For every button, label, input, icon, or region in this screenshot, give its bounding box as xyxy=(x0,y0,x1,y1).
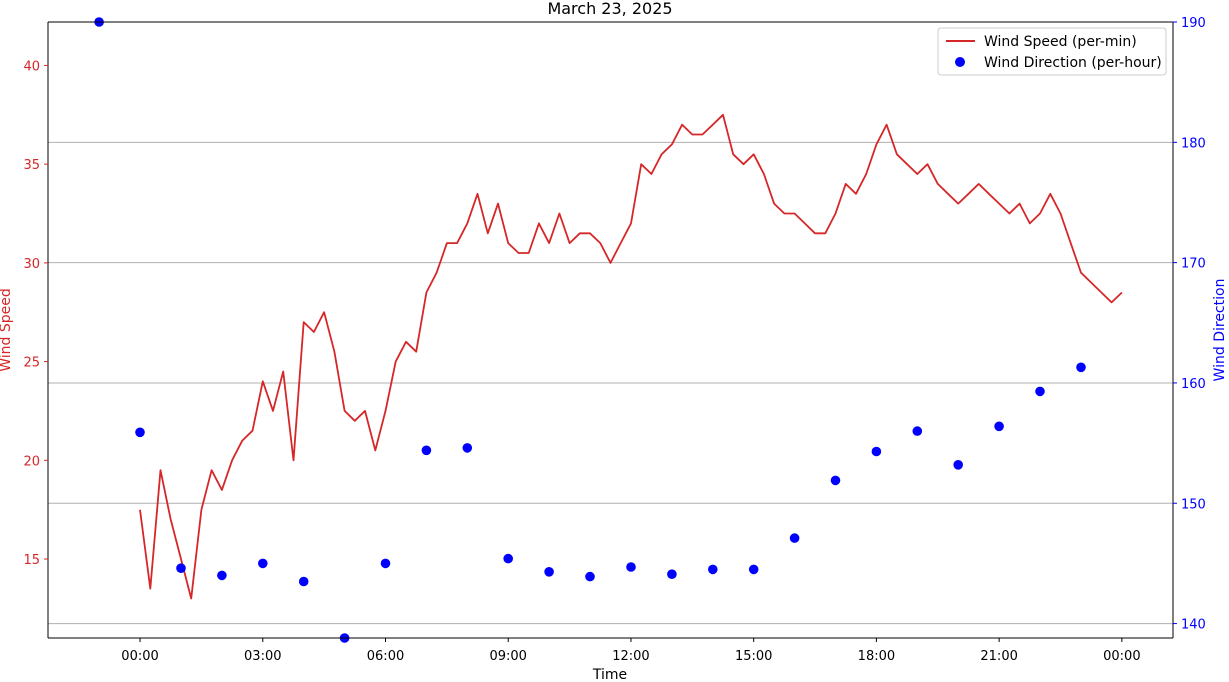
chart-title: March 23, 2025 xyxy=(547,0,672,18)
legend: Wind Speed (per-min) Wind Direction (per… xyxy=(937,27,1167,76)
x-tick-label: 18:00 xyxy=(858,649,895,664)
wind-direction-point xyxy=(1035,386,1045,397)
y-left-tick-label: 15 xyxy=(23,553,40,568)
legend-box xyxy=(937,27,1167,76)
y-left-tick-label: 35 xyxy=(23,158,40,173)
x-tick-label: 21:00 xyxy=(980,649,1017,664)
wind-direction-point xyxy=(217,570,227,581)
wind-direction-point xyxy=(912,426,923,436)
y-left-axis-label: Wind Speed xyxy=(0,288,14,372)
y-left-tick-label: 25 xyxy=(23,356,40,371)
y-left-tick-label: 40 xyxy=(23,59,40,74)
y-right-tick-label: 190 xyxy=(1181,16,1206,31)
y-left-tick-label: 20 xyxy=(23,454,40,469)
wind-direction-point xyxy=(298,576,309,587)
y-right-tick-label: 160 xyxy=(1181,377,1206,392)
wind-direction-point xyxy=(544,567,554,577)
y-left-tick-label: 30 xyxy=(23,257,40,272)
wind-direction-point xyxy=(748,564,759,575)
wind-direction-point xyxy=(830,475,841,486)
wind-direction-point xyxy=(462,443,473,453)
y-right-tick-label: 180 xyxy=(1181,136,1206,151)
y-right-axis-label: Wind Direction xyxy=(1212,279,1228,382)
wind-direction-point xyxy=(135,427,145,438)
wind-speed-line xyxy=(139,113,1123,600)
x-tick-label: 00:00 xyxy=(1103,649,1140,664)
legend-speed-label: Wind Speed (per-min) xyxy=(984,34,1137,50)
x-tick-label: 15:00 xyxy=(735,649,772,664)
wind-direction-point xyxy=(503,553,513,564)
wind-speed-series xyxy=(139,113,1123,600)
x-axis-label: Time xyxy=(592,667,627,682)
wind-direction-series xyxy=(94,17,1086,643)
x-tick-label: 12:00 xyxy=(612,649,649,664)
wind-direction-point xyxy=(789,533,800,543)
wind-direction-point xyxy=(953,460,963,470)
axes: 00:00 03:00 06:00 09:00 12:00 15:00 18:00 21:00… xyxy=(23,16,1205,664)
wind-direction-point xyxy=(708,564,718,575)
wind-direction-point xyxy=(421,445,432,456)
y-right-tick-label: 150 xyxy=(1181,497,1206,512)
wind-direction-point xyxy=(994,421,1004,432)
x-tick-label: 06:00 xyxy=(367,649,404,664)
x-tick-label: 09:00 xyxy=(489,649,526,664)
x-tick-label: 00:00 xyxy=(121,649,158,664)
wind-direction-point xyxy=(585,571,595,582)
legend-direction-label: Wind Direction (per-hour) xyxy=(984,55,1162,71)
wind-direction-point xyxy=(258,558,268,569)
wind-direction-point xyxy=(667,569,677,579)
wind-direction-point xyxy=(626,562,636,572)
wind-direction-point xyxy=(380,558,391,569)
wind-direction-point xyxy=(1076,362,1086,373)
y-right-tick-label: 140 xyxy=(1181,618,1206,633)
legend-direction-swatch xyxy=(955,57,965,67)
grid-lines xyxy=(48,21,1173,625)
wind-direction-point xyxy=(176,563,186,573)
wind-direction-point xyxy=(871,446,882,457)
x-tick-label: 03:00 xyxy=(244,649,281,664)
y-right-tick-label: 170 xyxy=(1181,257,1206,272)
